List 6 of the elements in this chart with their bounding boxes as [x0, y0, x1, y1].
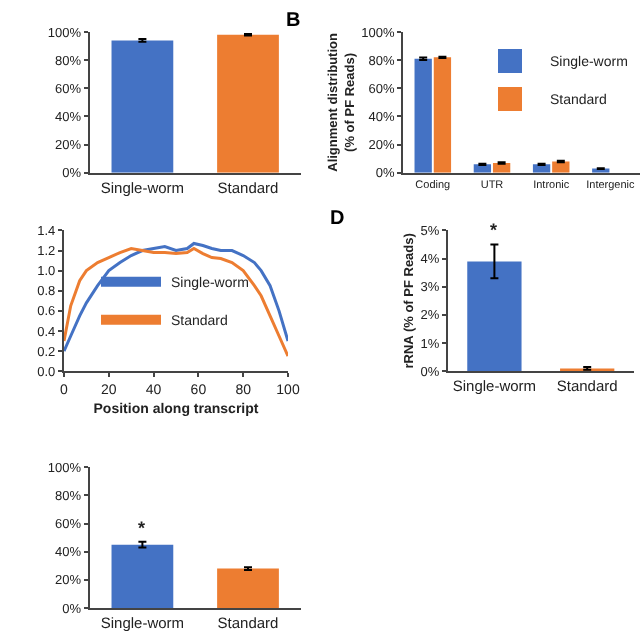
bar [414, 58, 432, 173]
bar [433, 57, 452, 173]
annotation: * [490, 220, 498, 240]
annotation: * [138, 518, 146, 538]
text: D [330, 208, 345, 230]
annotation: B [286, 10, 301, 32]
